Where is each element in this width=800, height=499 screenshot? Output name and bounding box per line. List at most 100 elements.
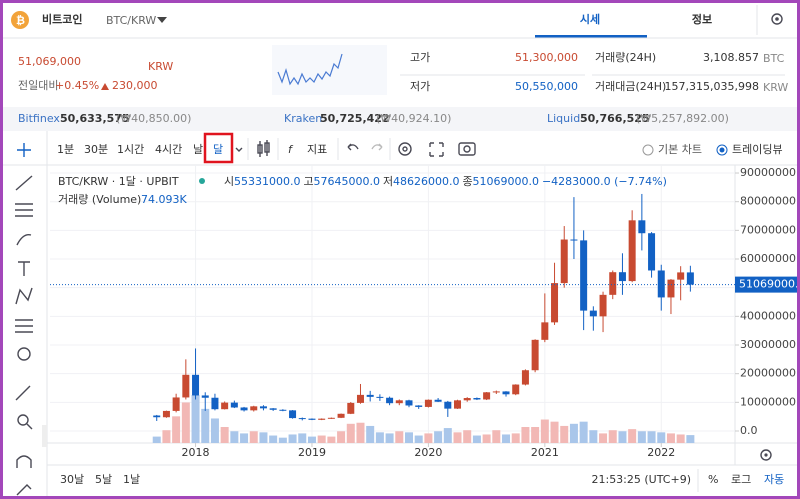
settings-icon[interactable] — [771, 13, 783, 25]
interval[interactable]: 1분 — [57, 143, 74, 156]
candle-body — [182, 374, 190, 398]
chart-type[interactable]: 기본 차트 — [658, 143, 702, 156]
candle-body — [395, 400, 403, 404]
candle-body — [308, 418, 316, 420]
chart-type[interactable]: 트레이딩뷰 — [732, 143, 783, 156]
volume-bar — [210, 418, 219, 443]
interval[interactable]: 30분 — [84, 143, 108, 156]
tab[interactable]: 정보 — [692, 12, 712, 26]
volume-bar — [220, 427, 229, 443]
range[interactable]: 30날 — [60, 473, 84, 486]
candle-body — [667, 279, 675, 298]
range[interactable]: 1날 — [123, 473, 140, 486]
chart: 0.0 10000000.0 20000000.0 30000000.0 4000000… — [50, 165, 800, 459]
volume-bar — [666, 433, 675, 443]
radio-selected[interactable] — [716, 144, 728, 156]
volume-bar — [269, 435, 278, 443]
candle-body — [502, 391, 510, 395]
candle-body — [463, 398, 471, 401]
radio[interactable] — [642, 144, 654, 156]
volume-bar — [637, 431, 646, 443]
undo[interactable] — [347, 143, 359, 151]
settings-icon[interactable] — [398, 142, 412, 156]
x-tick-label: 2018 — [182, 446, 210, 459]
candle-body — [434, 399, 442, 402]
pair[interactable]: BTC/KRW — [106, 14, 156, 27]
volume-bar — [181, 402, 190, 443]
dropdown[interactable] — [235, 147, 243, 152]
candle-body — [424, 399, 432, 407]
volume-bar — [346, 423, 355, 443]
volume-bar — [337, 431, 346, 443]
stat-value: 50,550,000 — [515, 80, 578, 93]
screenshot[interactable] — [458, 142, 476, 156]
interval[interactable]: 1시간 — [117, 143, 144, 156]
range[interactable]: 5날 — [95, 473, 112, 486]
candle-body — [531, 339, 539, 371]
last-price-box — [735, 276, 797, 293]
candle-body — [521, 370, 529, 385]
fx-icon[interactable]: f — [288, 143, 294, 156]
interval[interactable]: 날 — [193, 143, 203, 156]
coin-icon — [11, 11, 29, 29]
drawing-tools[interactable] — [15, 143, 33, 496]
exchange-price: 50,725,422 — [320, 112, 390, 125]
x-tick-label: 2020 — [414, 446, 442, 459]
collapse-handle[interactable] — [42, 425, 47, 447]
volume-bar — [366, 425, 375, 443]
candle-body — [599, 294, 607, 317]
interval-active[interactable]: 달 — [213, 143, 223, 156]
last-price-label: 51069000.0 — [739, 278, 800, 291]
interval[interactable]: 4시간 — [155, 143, 182, 156]
volume-bar — [492, 430, 501, 443]
y-tick-label: 70000000.0 — [740, 223, 800, 236]
candle-icon[interactable] — [257, 140, 270, 157]
volume-bar — [472, 435, 481, 443]
legend-change: −4283000.0 (−7.74%) — [542, 175, 667, 188]
volume-value: 74.093K — [141, 193, 187, 206]
legend-value: 55331000.0 — [234, 175, 300, 188]
option[interactable]: % — [708, 473, 718, 486]
stat-unit: KRW — [763, 81, 788, 94]
tab-active[interactable]: 시세 — [580, 12, 600, 26]
volume-bar — [230, 431, 239, 443]
legend-key: 고 — [303, 175, 313, 188]
volume-bar — [686, 435, 695, 443]
fullscreen[interactable] — [429, 142, 444, 157]
highlight-box — [203, 132, 234, 164]
candle-body — [444, 401, 452, 409]
volume-bar — [550, 421, 559, 443]
stat-label: 거래량(24H) — [595, 51, 656, 64]
redo[interactable] — [371, 143, 383, 151]
mini-chart-bg — [272, 45, 387, 95]
volume-bar — [385, 433, 394, 443]
stat-unit: BTC — [763, 52, 785, 65]
candle-body — [657, 270, 665, 298]
candle-body — [327, 417, 335, 419]
volume-bar — [201, 408, 210, 443]
volume-bar — [414, 435, 423, 443]
candle-body — [279, 409, 287, 411]
candle-body — [483, 392, 491, 400]
candle-body — [192, 374, 200, 396]
volume-bar — [375, 432, 384, 443]
candle-body — [318, 418, 326, 420]
candle-body — [570, 239, 578, 241]
option[interactable]: 로그 — [731, 473, 751, 486]
candle-body — [172, 397, 180, 411]
volume-bar — [240, 433, 249, 443]
indicator[interactable]: 지표 — [307, 143, 327, 156]
candle-body — [686, 272, 694, 285]
candle-body — [211, 397, 219, 410]
option[interactable]: 자동 — [764, 473, 784, 486]
change-pct: +0.45% — [55, 79, 99, 92]
x-tick-label: 2019 — [298, 446, 326, 459]
dropdown-arrow[interactable] — [157, 17, 167, 23]
candle-body — [347, 402, 355, 414]
volume-bar — [676, 434, 685, 443]
candle-body — [677, 272, 685, 280]
volume-name: 거래량 (Volume) — [58, 193, 141, 206]
chart-settings[interactable] — [760, 449, 772, 461]
